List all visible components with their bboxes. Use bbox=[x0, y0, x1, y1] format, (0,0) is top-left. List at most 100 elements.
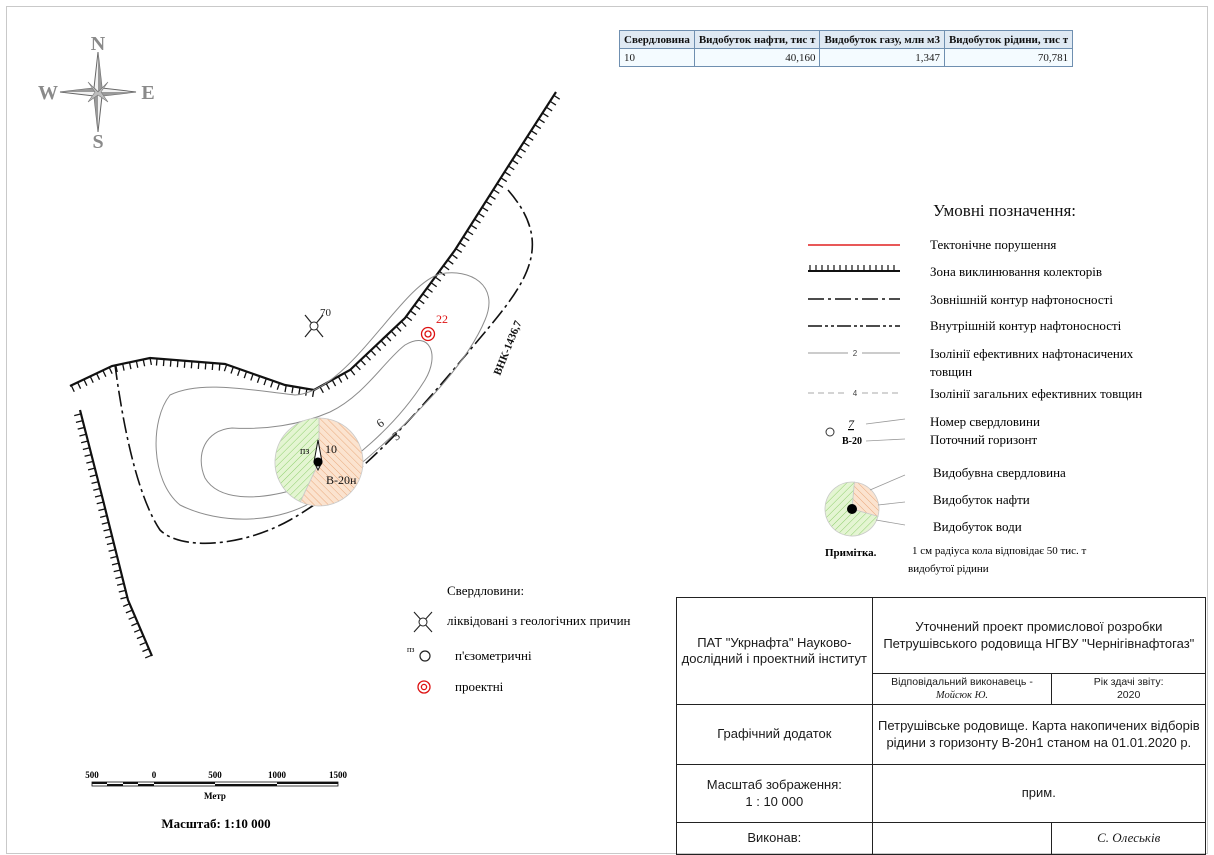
pinchout-tick bbox=[176, 360, 179, 368]
pinchout-tick bbox=[139, 641, 147, 646]
legend-well-sample-horizon: В-20 bbox=[842, 436, 862, 447]
pinchout-tick bbox=[149, 357, 153, 365]
scale-tick-4: 1500 bbox=[329, 770, 348, 780]
well-22-number: 22 bbox=[436, 312, 448, 326]
pinchout-tick bbox=[128, 362, 132, 370]
legend-isoline-total-label: Ізолінії загальних ефективних товщин bbox=[930, 386, 1142, 401]
well-70[interactable]: 70 bbox=[304, 307, 332, 338]
pinchout-tick bbox=[94, 494, 102, 498]
pinchout-tick bbox=[414, 304, 421, 310]
legend-fault-label: Тектонічне порушення bbox=[930, 237, 1056, 252]
pinchout-tick bbox=[230, 366, 234, 374]
pinchout-zone-upper bbox=[69, 91, 557, 392]
pinchout-tick bbox=[75, 420, 83, 424]
title-executed-label: Виконав: bbox=[676, 822, 873, 855]
col-header-liquid: Видобуток рідини, тис т bbox=[943, 30, 1074, 49]
pinchout-tick bbox=[101, 521, 109, 525]
pinchout-tick bbox=[325, 382, 331, 390]
pinchout-tick bbox=[115, 365, 118, 373]
scale-unit: Метр bbox=[204, 791, 226, 801]
well-70-number: 70 bbox=[320, 307, 332, 319]
title-empty-cell bbox=[871, 822, 1053, 855]
pinchout-tick bbox=[477, 212, 485, 218]
pinchout-tick bbox=[108, 548, 116, 552]
legend-isoline-eff-label-1: Ізолінії ефективних нафтонасичених bbox=[930, 346, 1134, 361]
pinchout-tick bbox=[405, 315, 413, 322]
pinchout-tick bbox=[133, 628, 141, 633]
well-10-prefix: пз bbox=[300, 446, 309, 457]
wells-legend-projected: проектні bbox=[455, 679, 504, 694]
legend-isoline-eff-value: 2 bbox=[853, 349, 858, 358]
pinchout-tick bbox=[360, 359, 366, 366]
wells-legend: Свердловини: ліквідовані з геологічних п… bbox=[407, 583, 631, 694]
compass-w-label: W bbox=[38, 82, 58, 104]
pinchout-tick bbox=[504, 171, 511, 177]
well-10[interactable]: пз 10 В-20н bbox=[274, 417, 364, 507]
title-note: прим. bbox=[871, 764, 1207, 823]
legend-outer-contour-label: Зовнішній контур нафтоносності bbox=[930, 292, 1113, 307]
pinchout-hatch-ticks bbox=[70, 94, 561, 659]
pinchout-tick bbox=[515, 153, 523, 159]
isoline-label-6: 6 bbox=[374, 416, 387, 431]
pinchout-tick bbox=[169, 359, 172, 367]
pinchout-tick bbox=[319, 386, 324, 394]
pinchout-tick bbox=[526, 136, 534, 141]
compass-s-label: S bbox=[92, 131, 103, 153]
pinchout-tick bbox=[99, 514, 108, 518]
pinchout-tick bbox=[86, 460, 94, 464]
pinchout-tick bbox=[250, 373, 254, 381]
production-table: Свердловина Видобуток нафти, тис т Видоб… bbox=[619, 30, 1074, 67]
pinchout-tick bbox=[131, 622, 139, 627]
pinchout-tick bbox=[74, 413, 82, 417]
col-header-well: Свердловина bbox=[619, 30, 695, 49]
pinchout-tick bbox=[82, 447, 90, 451]
wells-legend-piezometric: п'єзометричні bbox=[455, 648, 532, 663]
pinchout-tick bbox=[218, 363, 221, 371]
title-executor: С. Олеськів bbox=[1051, 822, 1206, 855]
title-scale: Масштаб зображення: 1 : 10 000 bbox=[676, 764, 873, 823]
outer-oil-contour bbox=[114, 189, 534, 545]
pinchout-tick bbox=[113, 569, 121, 573]
compass-rose: N S W E bbox=[38, 33, 155, 153]
pinchout-tick bbox=[400, 321, 407, 328]
pinchout-tick bbox=[120, 596, 128, 600]
pinchout-tick bbox=[365, 354, 371, 361]
pinchout-tick bbox=[116, 582, 125, 586]
pinchout-zone-left bbox=[78, 409, 154, 657]
well-10-horizon: В-20н bbox=[326, 473, 357, 487]
isoline-6 bbox=[200, 339, 433, 498]
well-10-production-pie bbox=[274, 417, 364, 507]
pinchout-tick bbox=[508, 165, 515, 171]
pinchout-tick bbox=[459, 242, 466, 248]
well-22[interactable]: 22 bbox=[420, 312, 449, 342]
pinchout-tick bbox=[422, 293, 429, 299]
pinchout-tick bbox=[70, 385, 75, 393]
vnk-label: ВНК-1436,7 bbox=[492, 319, 525, 378]
pinchout-tick bbox=[197, 361, 200, 369]
pinchout-tick bbox=[493, 189, 500, 194]
pinchout-tick bbox=[122, 603, 130, 608]
legend-producing-well-label: Видобувна свердловина bbox=[933, 465, 1066, 480]
pinchout-tick bbox=[430, 282, 438, 288]
pinchout-tick bbox=[190, 361, 193, 369]
pinchout-tick bbox=[95, 373, 101, 380]
cell-liquid: 70,781 bbox=[943, 48, 1074, 67]
isoline-3 bbox=[155, 272, 490, 520]
scale-caption: Масштаб: 1:10 000 bbox=[161, 816, 270, 831]
well-10-number: 10 bbox=[325, 442, 337, 456]
scale-bar: 500 0 500 1000 1500 Метр Масштаб: 1:10 0… bbox=[85, 770, 347, 831]
pinchout-tick bbox=[162, 359, 165, 367]
compass-n-label: N bbox=[91, 33, 106, 55]
legend-note-label: Примітка. bbox=[825, 547, 877, 559]
pinchout-tick bbox=[243, 371, 248, 379]
pinchout-tick bbox=[122, 363, 125, 371]
pinchout-tick bbox=[481, 206, 489, 212]
pinchout-tick bbox=[337, 376, 343, 383]
pinchout-tick bbox=[447, 259, 454, 265]
title-org: ПАТ "Укрнафта" Науково-дослідний і проек… bbox=[676, 597, 873, 705]
pie-slice-oil bbox=[299, 417, 364, 507]
pinchout-tick bbox=[496, 183, 504, 189]
pinchout-tick bbox=[390, 330, 397, 337]
title-responsible-label: Відповідальний виконавець - bbox=[891, 675, 1033, 688]
legend-note-line1: 1 см радіуса кола відповідає 50 тис. т bbox=[912, 545, 1087, 557]
